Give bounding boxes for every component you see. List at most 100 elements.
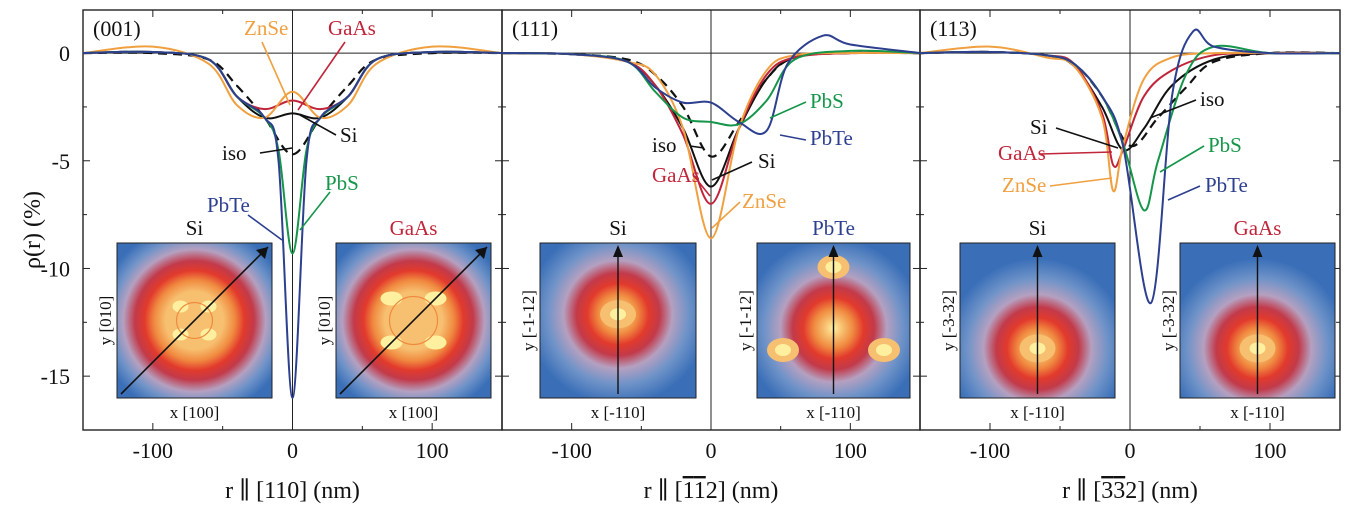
series-label-gaas: GaAs [998,141,1046,165]
series-label-si: Si [1030,115,1048,139]
inset-lobe [775,344,791,356]
series-point [1143,78,1145,80]
series-point [1112,190,1114,192]
series-label-pbte: PbTe [1205,173,1248,197]
y-tick-labels: 0 -5 -10 -15 [41,41,70,389]
series-point [710,237,712,239]
series-point [989,51,991,53]
series-point [152,46,154,48]
series-point [291,91,294,93]
series-point [208,63,210,65]
series-point [849,52,851,54]
x-tick-label: 100 [416,438,449,463]
series-point [305,160,308,162]
inset-y-label: y [-3-32] [1159,290,1178,351]
x-tick-label: -100 [970,438,1010,463]
series-point [626,58,629,61]
y-tick-label: -15 [41,364,70,389]
series-label-si: Si [758,149,776,173]
series-label-pbte: PbTe [810,126,853,150]
panel-1: -100 0 100 r ∥ [110] (nm) (001) ZnSe GaAs Si iso… [82,9,503,504]
inset-x-label: x [-110] [591,403,646,422]
inset-map [116,242,273,399]
series-point [1171,95,1173,97]
x-axis-label: r ∥ [332] (nm) [1062,478,1198,504]
series-point [919,52,921,54]
leader-line [299,191,331,231]
series-point [682,127,684,130]
inset-y-label: y [010] [315,296,334,346]
series-point [682,134,684,136]
inset-title: Si [1029,216,1047,240]
series-point [766,99,768,102]
inset-x-label: x [-110] [1230,403,1285,422]
series-point [501,52,503,54]
series-point [794,56,796,59]
series-point [208,58,210,61]
inset-y-label: y [-1-12] [736,290,755,351]
leader-line [259,147,293,154]
x-axis-label: r ∥ [112] (nm) [644,478,779,504]
series-point [82,52,84,54]
series-point [375,63,377,65]
series-point [1112,164,1114,166]
x-axis-label: r ∥ [110] (nm) [225,478,360,504]
series-point [1122,145,1124,147]
series-point [710,155,712,158]
series-point [1213,58,1215,61]
leader-line [297,41,346,111]
series-point [1339,52,1341,54]
x-tick-label: -100 [133,438,173,463]
leader-line [769,101,807,119]
series-point [1185,86,1187,89]
series-point [1171,56,1173,59]
series-label-iso: iso [652,133,677,157]
inset-title: GaAs [1234,216,1282,240]
inset-title: Si [609,216,627,240]
leader-line [1055,127,1119,149]
series-label-gaas: GaAs [328,16,376,40]
series-point [291,397,294,399]
leader-line [1159,145,1205,173]
inset-arrow-head [256,247,268,259]
series-point [1213,54,1215,56]
series-point [821,35,824,37]
series-point [1101,117,1103,119]
series-point [682,102,684,104]
series-point [291,153,294,155]
leader-line [711,201,741,229]
series-point [626,61,629,63]
leader-line [1149,99,1197,119]
series-point [710,102,712,104]
series-point [431,51,433,53]
series-line-pbte [501,34,921,135]
inset-arrow-head [1032,245,1043,257]
series-point [236,104,238,106]
panel-label: (001) [93,16,141,41]
inset-arrow [120,246,269,395]
series-point [766,78,768,80]
series-point [236,84,238,86]
series-point [264,108,266,110]
series-point [291,112,294,114]
series-point [1143,127,1145,130]
series-point [319,108,321,110]
x-tick-label: -100 [552,438,592,463]
series-point [849,43,851,46]
series-label-pbs: PbS [325,171,359,195]
series-point [794,58,796,61]
series-point [710,186,712,188]
x-tick-label: 100 [834,438,867,463]
series-point [654,74,656,76]
leader-line [1039,151,1113,155]
series-point [1073,65,1075,67]
series-point [152,51,154,53]
series-point [1143,209,1145,211]
series-point [710,203,712,205]
inset-title: GaAs [390,216,438,240]
inset-x-label: x [100] [170,403,220,422]
series-label-iso: iso [222,141,247,165]
leader-line [711,161,753,181]
series-point [319,117,321,119]
y-tick-label: -10 [41,257,70,282]
